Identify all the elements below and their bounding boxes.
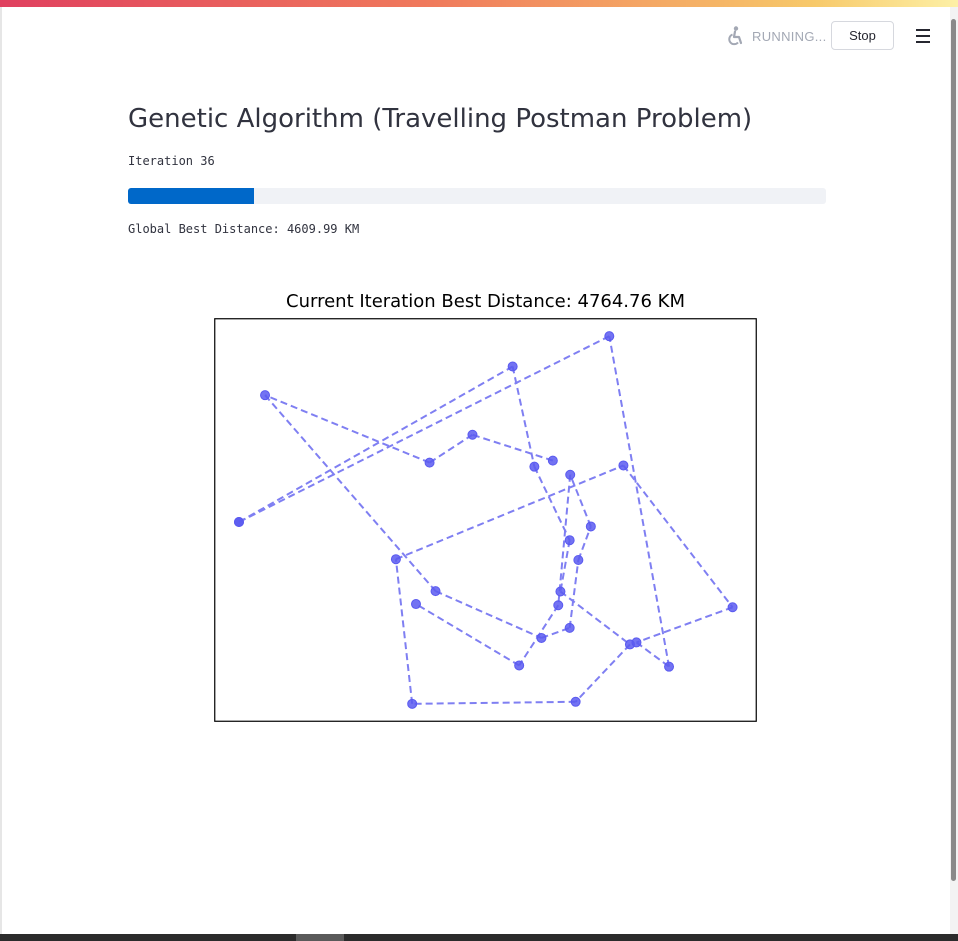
route-segment xyxy=(559,540,571,592)
city-point xyxy=(585,521,596,532)
route-segment xyxy=(395,464,624,561)
route-segment xyxy=(559,590,631,646)
city-point xyxy=(514,660,525,671)
city-point xyxy=(553,600,564,611)
city-point xyxy=(529,461,540,472)
city-point xyxy=(260,390,271,401)
vertical-scrollbar[interactable] xyxy=(950,7,958,934)
city-point xyxy=(631,637,642,648)
city-point xyxy=(233,517,244,528)
city-point xyxy=(555,586,566,597)
city-point xyxy=(564,622,575,633)
route-branch-segment xyxy=(568,559,580,628)
route-branch-segment xyxy=(415,603,520,667)
city-point xyxy=(424,457,435,468)
bottom-bar xyxy=(0,934,958,941)
route-segment xyxy=(608,336,671,667)
route-lines xyxy=(238,335,734,705)
city-point xyxy=(536,632,547,643)
route-segment xyxy=(574,643,631,703)
city-point xyxy=(467,429,478,440)
city-point xyxy=(573,554,584,565)
hamburger-menu-icon[interactable] xyxy=(910,25,936,47)
route-branch-segment xyxy=(569,474,592,527)
city-point xyxy=(547,455,558,466)
city-points xyxy=(233,331,738,709)
iteration-text: Iteration 36 xyxy=(128,154,215,168)
city-point xyxy=(570,696,581,707)
progress-fill xyxy=(128,188,254,204)
bottom-tab[interactable] xyxy=(296,934,344,941)
route-segment xyxy=(636,606,733,644)
city-point xyxy=(410,599,421,610)
route-segment xyxy=(394,559,414,704)
top-decoration-stripe xyxy=(0,0,958,7)
progress-bar xyxy=(128,188,826,204)
city-point xyxy=(407,698,418,709)
route-branch-segment xyxy=(472,433,554,462)
plot-frame xyxy=(214,318,757,722)
route-branch-segment xyxy=(435,590,542,639)
route-segment xyxy=(533,466,571,541)
left-border xyxy=(0,7,2,934)
running-figure-icon xyxy=(724,25,746,47)
route-segment xyxy=(622,464,734,608)
city-point xyxy=(727,602,738,613)
route-segment xyxy=(238,335,610,523)
city-point xyxy=(390,554,401,565)
global-best-distance: Global Best Distance: 4609.99 KM xyxy=(128,222,360,236)
page-title: Genetic Algorithm (Travelling Postman Pr… xyxy=(128,104,753,134)
status-text: RUNNING... xyxy=(752,28,827,44)
route-segment xyxy=(635,641,670,668)
city-point xyxy=(430,586,441,597)
route-branch-segment xyxy=(577,526,592,561)
city-point xyxy=(604,331,615,342)
city-point xyxy=(618,460,629,471)
scrollbar-thumb[interactable] xyxy=(951,19,956,881)
running-status: RUNNING... xyxy=(724,24,827,48)
route-branch-segment xyxy=(429,433,474,464)
stop-button[interactable]: Stop xyxy=(831,21,894,50)
city-point xyxy=(564,535,575,546)
city-point xyxy=(664,661,675,672)
route-plot xyxy=(214,318,757,722)
city-point xyxy=(565,469,576,480)
chart-title: Current Iteration Best Distance: 4764.76… xyxy=(286,291,685,312)
city-point xyxy=(507,361,518,372)
route-branch-segment xyxy=(264,394,430,464)
route-segment xyxy=(238,365,514,523)
route-segment xyxy=(412,700,576,705)
